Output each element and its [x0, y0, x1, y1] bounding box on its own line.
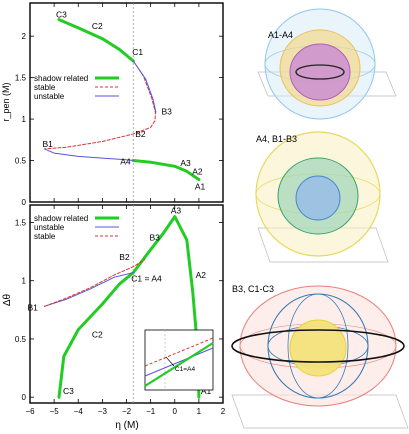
top-point-label: A1: [195, 182, 206, 192]
bot-point-label: B1: [27, 302, 38, 312]
orbit-panel-3-middle-ring-a: [287, 293, 349, 399]
bot-xtick-label: 0: [173, 407, 178, 416]
top-point-label: B1: [42, 139, 53, 149]
bot-xtick-label: −4: [74, 407, 84, 416]
top-ytick-label: 1.5: [15, 74, 27, 83]
bot-point-label: C3: [63, 386, 74, 396]
bottom-ylabel: Δθ: [2, 293, 13, 306]
top-series: [44, 18, 201, 182]
bot-xtick-label: −2: [122, 407, 132, 416]
orbit-panel-b3-c1-c3: B3, C1-C3: [231, 284, 409, 429]
top-ylabel: r_pen (M): [1, 82, 11, 121]
orbit-panel-2-label: A4, B1-B3: [256, 134, 297, 144]
bot-xtick-label: 2: [221, 407, 226, 416]
bot-point-label: A3: [171, 206, 182, 216]
top-point-label: C3: [56, 10, 67, 20]
top-ytick-label: 0.5: [15, 157, 27, 166]
bot-point-label: B2: [119, 252, 130, 262]
bot-series-shadow-related: [57, 215, 201, 399]
bot-series-stable: [44, 259, 146, 307]
top-legend-label: shadow related: [34, 74, 88, 83]
top-series-shadow-related: [57, 18, 135, 63]
bot-xtick-label: 1: [197, 407, 202, 416]
bot-ytick-label: 0: [22, 393, 27, 402]
bot-legend-label: shadow related: [34, 214, 88, 223]
inset-label: C1=A4: [175, 366, 195, 373]
top-ytick-label: 2: [22, 32, 27, 41]
top-point-label: C1: [132, 47, 143, 57]
bottom-chart: −6 −5 −4 −3 −2 −1 0 1 2 0 0.5 1 1.5 A3 B3 B2 C1 = A4 A2 B…: [2, 204, 226, 431]
inset-unstable-line: [144, 347, 214, 377]
top-series-unstable: [132, 60, 157, 113]
bot-point-label: C2: [92, 329, 103, 339]
bot-point-label: A1: [201, 386, 212, 396]
orbit-panel-3-equator-ring: [231, 329, 405, 363]
top-ytick-label: 0: [22, 198, 27, 207]
bottom-series: [44, 215, 201, 399]
top-series-shadow-related: [131, 159, 201, 182]
bot-xtick-label: −5: [50, 407, 60, 416]
top-point-label: B2: [135, 129, 146, 139]
top-ticks: 0 0.5 1 1.5 2: [15, 3, 224, 207]
bot-ytick-label: 1.5: [15, 218, 27, 227]
bottom-point-labels: A3 B3 B2 C1 = A4 A2 B1 C2 C3 A1: [27, 206, 211, 397]
bot-legend-label: unstable: [34, 223, 65, 232]
orbit-panel-1-label: A1-A4: [268, 30, 293, 40]
bot-ytick-label: 1: [22, 277, 27, 286]
bot-xtick-label: −3: [98, 407, 108, 416]
orbit-panel-a4-b1-b3: A4, B1-B3: [255, 131, 389, 263]
top-series-unstable: [44, 148, 134, 161]
top-series-stable: [44, 60, 156, 150]
top-point-label: A2: [192, 166, 203, 176]
top-legend-label: stable: [34, 83, 56, 92]
inset: C1=A4: [144, 329, 214, 391]
top-ytick-label: 1: [22, 115, 27, 124]
orbit-panel-1-inner-sphere: [289, 43, 351, 101]
bottom-xlabel: η (M): [115, 420, 138, 431]
top-legend-label: unstable: [34, 92, 65, 101]
bot-point-label: A2: [196, 270, 207, 280]
inset-frame: [144, 329, 214, 391]
bot-point-label: B3: [149, 232, 160, 242]
orbit-panel-3-inner-sphere: [289, 319, 347, 377]
top-point-label: B3: [161, 106, 172, 116]
bot-point-label: C1 = A4: [131, 274, 162, 284]
bot-legend-label: stable: [34, 232, 56, 241]
bot-ytick-label: 0.5: [15, 335, 27, 344]
top-point-label: C2: [92, 21, 103, 31]
top-point-label: A3: [180, 158, 191, 168]
bot-series-unstable: [44, 272, 134, 307]
inset-shadow-line: [144, 342, 214, 387]
bot-xtick-label: −6: [25, 407, 35, 416]
orbit-panel-a1-a4: A1-A4: [257, 8, 397, 120]
orbit-panel-1-equator-ring: [295, 64, 345, 80]
inset-pointer: [165, 356, 175, 367]
bot-xtick-label: −1: [146, 407, 156, 416]
top-point-label: A4: [120, 157, 131, 167]
bottom-ticks: −6 −5 −4 −3 −2 −1 0 1 2 0 0.5 1 1.5: [15, 205, 226, 416]
orbit-panel-3-label: B3, C1-C3: [232, 284, 274, 294]
orbit-panel-2-inner-sphere: [295, 175, 341, 221]
inset-stable-line: [144, 337, 214, 367]
